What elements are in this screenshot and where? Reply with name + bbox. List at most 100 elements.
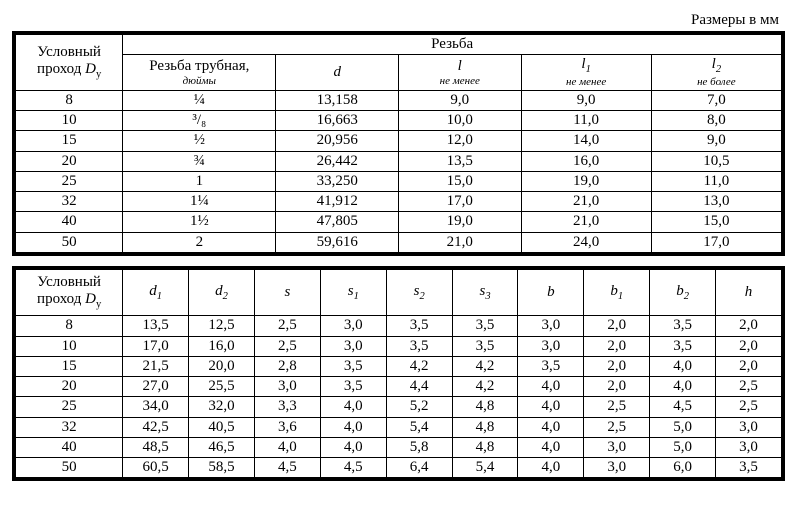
t2-hdr-s2-sub: 2 — [419, 291, 424, 302]
table-cell: 1¼ — [123, 192, 276, 212]
table-cell: 6,4 — [386, 458, 452, 478]
table-cell: 3,0 — [716, 437, 782, 457]
table-cell: 3,5 — [650, 336, 716, 356]
table-cell: 32 — [16, 192, 123, 212]
table-cell: 3,0 — [518, 336, 584, 356]
table-cell: 3,5 — [386, 336, 452, 356]
table-cell: 48,5 — [123, 437, 189, 457]
t1-hdr-l-main: l — [458, 58, 462, 74]
table-cell: 24,0 — [521, 232, 651, 252]
table-cell: 5,2 — [386, 397, 452, 417]
table-cell: 4,0 — [320, 437, 386, 457]
t2-hdr-dy: Условный проход Dу — [16, 269, 123, 315]
table-cell: 10,5 — [651, 151, 781, 171]
table-cell: 20,0 — [189, 356, 255, 376]
table-cell: 5,4 — [452, 458, 518, 478]
table-cell: 17,0 — [651, 232, 781, 252]
table-cell: 3,5 — [386, 316, 452, 336]
table-cell: 2,5 — [716, 397, 782, 417]
table-cell: 5,8 — [386, 437, 452, 457]
t1-hdr-dy-sub: у — [96, 69, 101, 80]
table-cell: 5,4 — [386, 417, 452, 437]
table-cell: 40,5 — [189, 417, 255, 437]
table-cell: 20,956 — [276, 131, 399, 151]
table-cell: 2,8 — [254, 356, 320, 376]
table-cell: 11,0 — [521, 111, 651, 131]
table-cell: 4,8 — [452, 417, 518, 437]
t2-hdr-s-sym: s — [285, 284, 291, 300]
table-cell: 13,158 — [276, 90, 399, 110]
table-cell: 3,5 — [716, 458, 782, 478]
table-row: 1017,016,02,53,03,53,53,02,03,52,0 — [16, 336, 782, 356]
table-cell: 11,0 — [651, 171, 781, 191]
table-cell: 60,5 — [123, 458, 189, 478]
table-cell: 4,0 — [518, 377, 584, 397]
table-cell: 46,5 — [189, 437, 255, 457]
table-2: Условный проход Dу d1 d2 s s1 s2 s3 b b1… — [15, 269, 782, 478]
table-row: 8¼13,1589,09,07,0 — [16, 90, 782, 110]
table-cell: 3,5 — [650, 316, 716, 336]
table-row: 20¾26,44213,516,010,5 — [16, 151, 782, 171]
table-cell: 3,5 — [452, 316, 518, 336]
t2-hdr-dy-l1: Условный — [37, 274, 101, 290]
t1-hdr-thread-sub: дюймы — [127, 75, 271, 88]
table-row: 4048,546,54,04,05,84,84,03,05,03,0 — [16, 437, 782, 457]
table-cell: 2,5 — [254, 336, 320, 356]
t2-hdr-dy-l2pre: проход — [37, 291, 85, 307]
t1-hdr-l1-sub: не менее — [526, 76, 647, 89]
table-row: 10³/₈16,66310,011,08,0 — [16, 111, 782, 131]
table-row: 3242,540,53,64,05,44,84,02,55,03,0 — [16, 417, 782, 437]
table-cell: 1½ — [123, 212, 276, 232]
table-cell: 32,0 — [189, 397, 255, 417]
table-cell: 15,0 — [651, 212, 781, 232]
table-cell: 15 — [16, 131, 123, 151]
table-cell: 4,5 — [320, 458, 386, 478]
t2-hdr-s2: s2 — [386, 269, 452, 315]
t2-hdr-dy-sym: D — [85, 291, 96, 307]
table-cell: 4,0 — [518, 417, 584, 437]
table-cell: 17,0 — [123, 336, 189, 356]
table-cell: 2,0 — [584, 356, 650, 376]
table-cell: 27,0 — [123, 377, 189, 397]
table-cell: 4,8 — [452, 437, 518, 457]
t2-hdr-s1-sub: 1 — [354, 291, 359, 302]
table-cell: 4,0 — [320, 417, 386, 437]
table-cell: 4,8 — [452, 397, 518, 417]
table-cell: 12,0 — [398, 131, 521, 151]
t2-hdr-b1-sub: 1 — [618, 291, 623, 302]
table-cell: 4,2 — [452, 377, 518, 397]
table-cell: 6,0 — [650, 458, 716, 478]
table-cell: ¾ — [123, 151, 276, 171]
table-row: 321¼41,91217,021,013,0 — [16, 192, 782, 212]
t2-hdr-b1: b1 — [584, 269, 650, 315]
table-cell: 4,0 — [518, 397, 584, 417]
table-cell: 25,5 — [189, 377, 255, 397]
table-cell: 5,0 — [650, 417, 716, 437]
table-cell: 58,5 — [189, 458, 255, 478]
table-cell: 16,0 — [521, 151, 651, 171]
t1-hdr-l1-subidx: 1 — [586, 64, 591, 75]
table-cell: 4,5 — [254, 458, 320, 478]
t2-hdr-d2: d2 — [189, 269, 255, 315]
table-cell: 10 — [16, 111, 123, 131]
table-cell: 9,0 — [521, 90, 651, 110]
t2-hdr-b: b — [518, 269, 584, 315]
table-1-wrapper: Условный проход Dу Резьба Резьба трубная… — [12, 31, 785, 256]
t2-hdr-b2-sub: 2 — [684, 291, 689, 302]
table-cell: 2,5 — [254, 316, 320, 336]
t2-hdr-d2-sym: d — [215, 283, 223, 299]
table-row: 2027,025,53,03,54,44,24,02,04,02,5 — [16, 377, 782, 397]
units-caption: Размеры в мм — [12, 12, 779, 29]
table-cell: 25 — [16, 397, 123, 417]
table-cell: 12,5 — [189, 316, 255, 336]
table-cell: 3,0 — [584, 458, 650, 478]
table-cell: 21,0 — [521, 212, 651, 232]
table-cell: 4,0 — [650, 377, 716, 397]
table-cell: 3,0 — [254, 377, 320, 397]
table-cell: 4,0 — [254, 437, 320, 457]
t1-hdr-group: Резьба — [123, 35, 782, 55]
table-cell: 33,250 — [276, 171, 399, 191]
table-cell: 40 — [16, 437, 123, 457]
table-cell: 2,0 — [584, 336, 650, 356]
t1-hdr-dy-sym: D — [85, 61, 96, 77]
